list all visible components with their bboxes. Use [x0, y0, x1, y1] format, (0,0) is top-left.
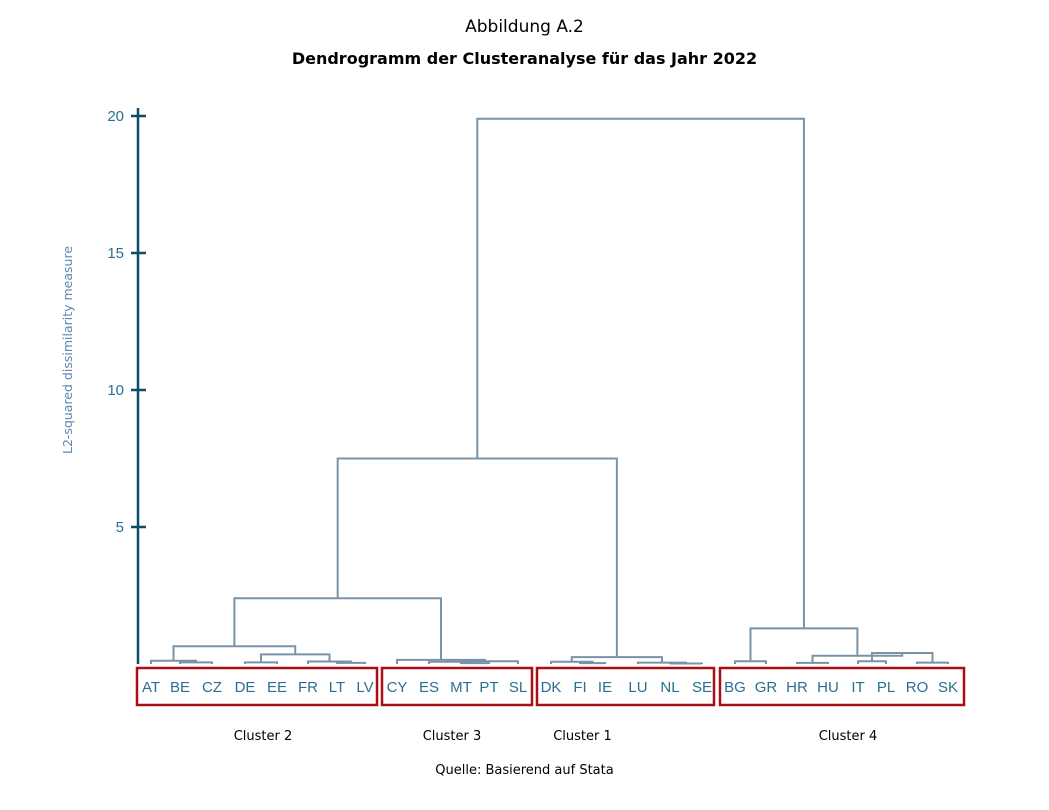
y-axis-label: L2-squared dissimilarity measure: [60, 246, 75, 454]
leaf-label-nl: NL: [660, 679, 679, 696]
leaf-label-bg: BG: [724, 679, 746, 696]
y-axis: 5 10 15 20 L2-squared dissimilarity measure: [60, 108, 146, 664]
cluster-label: Cluster 4: [819, 729, 878, 744]
dendrogram-link: [336, 457, 618, 658]
leaf-label-lv: LV: [356, 679, 373, 696]
leaf-label-be: BE: [170, 679, 190, 696]
y-tick-label: 20: [107, 108, 124, 125]
leaf-label-ee: EE: [267, 679, 287, 696]
leaf-label-dk: DK: [541, 679, 562, 696]
leaf-label-ie: IE: [598, 679, 612, 696]
leaf-label-hr: HR: [786, 679, 808, 696]
dendrogram-link: [476, 117, 805, 629]
leaf-label-de: DE: [235, 679, 256, 696]
figure-label: Abbildung A.2: [465, 17, 584, 37]
leaf-label-se: SE: [692, 679, 712, 696]
leaf-label-fi: FI: [573, 679, 586, 696]
cluster-boxes: [135, 666, 966, 707]
cluster-box: [135, 666, 379, 707]
leaf-label-ro: RO: [906, 679, 929, 696]
dendrogram-link: [916, 661, 949, 664]
cluster-labels: Cluster 2 Cluster 3 Cluster 1 Cluster 4: [234, 729, 878, 744]
dendrogram-link: [233, 597, 442, 660]
leaf-labels: AT BE CZ DE EE FR LT LV CY ES MT PT SL DK FI IE LU NL SE BG…: [142, 679, 958, 696]
leaf-label-it: IT: [851, 679, 864, 696]
leaf-label-es: ES: [419, 679, 439, 696]
dendrogram-link: [579, 662, 606, 665]
leaf-label-cz: CZ: [202, 679, 222, 696]
cluster-box: [380, 666, 534, 707]
cluster-label: Cluster 1: [553, 729, 612, 744]
dendrogram-link: [336, 661, 366, 664]
leaf-label-pl: PL: [877, 679, 895, 696]
chart-title: Dendrogramm der Clusteranalyse für das J…: [291, 49, 758, 68]
dendrogram-links: [150, 117, 949, 665]
leaf-label-cy: CY: [387, 679, 408, 696]
cluster-label: Cluster 3: [423, 729, 482, 744]
leaf-label-sl: SL: [509, 679, 527, 696]
leaf-label-sk: SK: [938, 679, 958, 696]
dendrogram-link: [796, 661, 829, 664]
leaf-label-gr: GR: [755, 679, 778, 696]
leaf-label-lt: LT: [329, 679, 345, 696]
cluster-label: Cluster 2: [234, 729, 293, 744]
y-tick-label: 5: [116, 519, 124, 536]
cluster-box: [718, 666, 966, 707]
leaf-label-lu: LU: [628, 679, 647, 696]
leaf-label-fr: FR: [298, 679, 318, 696]
source-note: Quelle: Basierend auf Stata: [435, 763, 614, 778]
y-tick-label: 15: [107, 245, 124, 262]
leaf-label-pt: PT: [479, 679, 498, 696]
y-tick-label: 10: [107, 382, 124, 399]
leaf-label-at: AT: [142, 679, 160, 696]
dendrogram-link: [734, 660, 767, 664]
dendrogram-link: [460, 662, 490, 665]
dendrogram-link: [857, 660, 887, 664]
dendrogram-link: [179, 661, 213, 664]
leaf-label-mt: MT: [450, 679, 472, 696]
cluster-box: [535, 666, 716, 707]
dendrogram-link: [244, 661, 278, 664]
leaf-label-hu: HU: [817, 679, 839, 696]
